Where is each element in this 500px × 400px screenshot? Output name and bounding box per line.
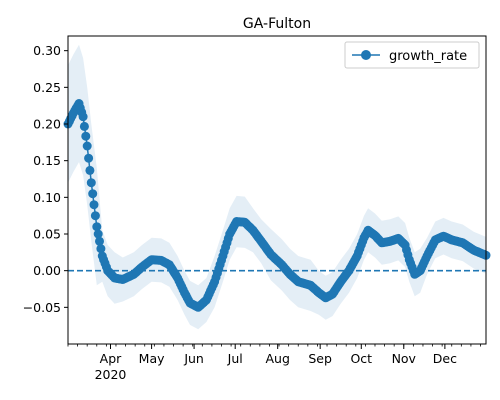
growth-rate-point <box>90 211 100 221</box>
y-tick-label: 0.20 <box>33 117 61 132</box>
y-tick-label: −0.05 <box>23 300 61 315</box>
legend-box <box>344 41 480 69</box>
x-tick-label: Dec <box>433 351 457 366</box>
plot-frame <box>67 35 487 345</box>
x-tick-label: Oct <box>350 351 372 366</box>
legend-label: growth_rate <box>389 49 467 64</box>
growth-rate-point <box>82 141 92 151</box>
y-tick-label: 0.25 <box>33 80 61 95</box>
growth-rate-point <box>79 121 89 131</box>
growth-rate-point <box>92 222 102 232</box>
growth-rate-point <box>96 244 106 254</box>
x-tick-label: Sep <box>308 351 332 366</box>
x-tick-year-label: 2020 <box>95 367 127 382</box>
growth-rate-point <box>86 178 96 188</box>
confidence-band-layer <box>68 44 486 330</box>
x-tick-label: Jul <box>227 351 243 366</box>
x-tick-label: Nov <box>392 351 417 366</box>
growth-rate-point <box>84 153 94 163</box>
chart-title: GA-Fulton <box>243 16 311 32</box>
growth-rate-point <box>88 189 98 199</box>
x-tick-label: May <box>139 351 165 366</box>
x-tick-label: Jun <box>183 351 204 366</box>
y-axis: −0.05 0.00 0.05 0.10 0.15 0.20 0.25 0.30 <box>23 43 68 315</box>
x-tick-label: Aug <box>265 351 289 366</box>
growth-rate-point <box>89 200 99 210</box>
y-tick-label: 0.00 <box>33 263 61 278</box>
confidence-band <box>68 44 486 330</box>
growth-rate-point <box>93 229 103 239</box>
legend: growth_rate <box>344 41 480 69</box>
x-tick-label: Apr <box>100 351 122 366</box>
growth-rate-point <box>78 112 88 122</box>
legend-marker <box>361 50 371 60</box>
growth-rate-point <box>85 165 95 175</box>
growth-rate-point <box>95 236 104 246</box>
y-tick-label: 0.10 <box>33 190 61 205</box>
growth-rate-point <box>81 131 91 141</box>
y-tick-label: 0.05 <box>33 227 61 242</box>
series-layer <box>63 99 491 312</box>
y-tick-label: 0.30 <box>33 43 61 58</box>
y-tick-label: 0.15 <box>33 153 61 168</box>
